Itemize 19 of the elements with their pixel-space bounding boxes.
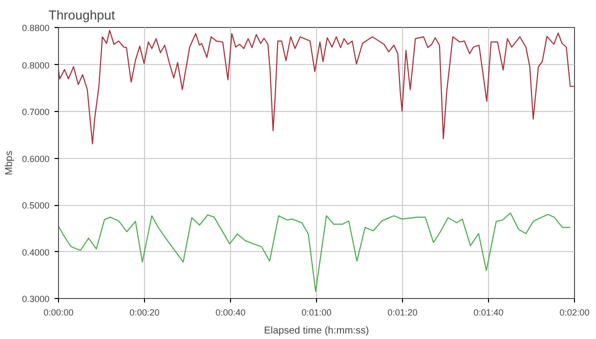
y-tick-label: 0.6000: [22, 154, 50, 164]
y-tick-label: 0.8000: [22, 60, 50, 70]
x-tick-label: 0:00:40: [215, 308, 246, 318]
y-tick-label: 0.3000: [22, 294, 50, 304]
y-tick-label: 0.7000: [22, 107, 50, 118]
line-series: [58, 30, 574, 144]
y-tick-label: 0.4000: [22, 247, 50, 258]
x-tick-label: 0:01:40: [473, 308, 504, 318]
x-tick-label: 0:00:20: [129, 308, 160, 318]
y-tick-label: 0.8800: [22, 23, 50, 33]
x-tick-label: 0:00:00: [43, 308, 74, 318]
x-tick-label: 0:02:00: [559, 308, 590, 318]
x-axis-title: Elapsed time (h:mm:ss): [264, 326, 370, 336]
chart-title: Throughput: [48, 8, 116, 22]
x-tick-label: 0:01:00: [301, 308, 332, 318]
line-series: [58, 212, 571, 292]
y-tick-label: 0.5000: [22, 200, 50, 211]
y-axis-title: Mbps: [4, 150, 15, 176]
x-tick-label: 0:01:20: [387, 308, 418, 318]
